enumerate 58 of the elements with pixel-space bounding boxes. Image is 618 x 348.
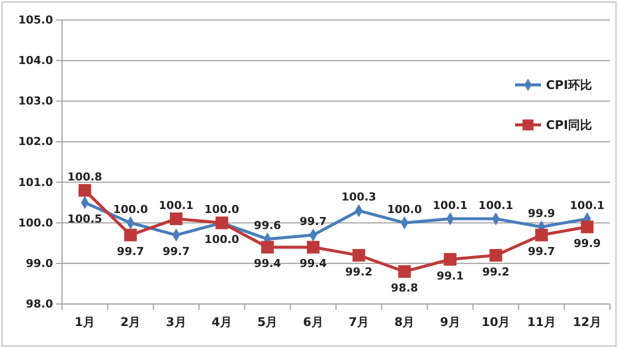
data-label: 99.6 <box>254 219 282 232</box>
x-tick-label: 1月 <box>74 315 96 330</box>
y-tick-label: 100.0 <box>18 216 54 230</box>
point <box>490 248 502 262</box>
data-label: 100.0 <box>387 202 422 216</box>
point <box>398 265 411 278</box>
data-label: 100.5 <box>67 212 102 226</box>
y-tick-label: 98.0 <box>26 298 54 311</box>
y-tick-label: 99.0 <box>26 256 54 270</box>
x-tick-label: 9月 <box>440 315 460 330</box>
data-label: 99.2 <box>482 265 510 278</box>
point <box>352 248 366 262</box>
data-label: 99.4 <box>300 257 328 270</box>
y-tick-label: 101.0 <box>18 176 54 189</box>
data-label: 99.9 <box>528 206 556 220</box>
data-label: 100.1 <box>478 198 514 212</box>
point <box>580 220 594 234</box>
data-label: 100.0 <box>204 202 240 216</box>
x-tick-label: 12月 <box>572 315 602 330</box>
data-label: 99.7 <box>162 245 190 258</box>
x-tick-label: 2月 <box>120 315 141 330</box>
data-label: 99.7 <box>528 245 556 258</box>
data-label: 99.4 <box>254 257 282 270</box>
x-tick-label: 5月 <box>257 315 278 330</box>
y-tick-label: 102.0 <box>18 135 54 148</box>
data-label: 100.3 <box>341 190 376 204</box>
data-label: 100.1 <box>432 198 468 212</box>
point <box>444 253 456 266</box>
point <box>78 184 92 197</box>
data-label: 98.8 <box>390 282 418 295</box>
point <box>535 228 548 242</box>
data-label: 99.9 <box>574 236 601 250</box>
data-label: 100.0 <box>204 232 240 246</box>
data-label: 100.1 <box>158 198 194 212</box>
legend-label: CPI同比 <box>546 118 592 132</box>
point <box>170 212 182 226</box>
y-tick-label: 104.0 <box>18 54 54 68</box>
x-tick-label: 11月 <box>527 315 556 330</box>
legend-label: CPI环比 <box>546 78 592 92</box>
y-tick-label: 103.0 <box>18 94 54 108</box>
point <box>216 216 228 230</box>
data-label: 99.7 <box>116 245 144 258</box>
data-label: 100.8 <box>67 170 102 184</box>
x-tick-label: 7月 <box>348 315 370 330</box>
point <box>124 228 137 242</box>
point <box>261 240 274 254</box>
x-tick-label: 3月 <box>166 315 186 330</box>
x-tick-label: 8月 <box>394 315 415 330</box>
y-tick-label: 105.0 <box>18 14 54 27</box>
data-label: 100.1 <box>570 198 605 212</box>
x-tick-label: 4月 <box>212 315 232 330</box>
data-label: 99.2 <box>345 265 372 278</box>
data-label: 99.1 <box>436 269 464 282</box>
x-tick-label: 10月 <box>481 315 510 330</box>
data-label: 100.0 <box>113 202 148 216</box>
point <box>306 240 320 254</box>
data-label: 99.7 <box>300 215 327 228</box>
x-tick-label: 6月 <box>302 315 324 330</box>
